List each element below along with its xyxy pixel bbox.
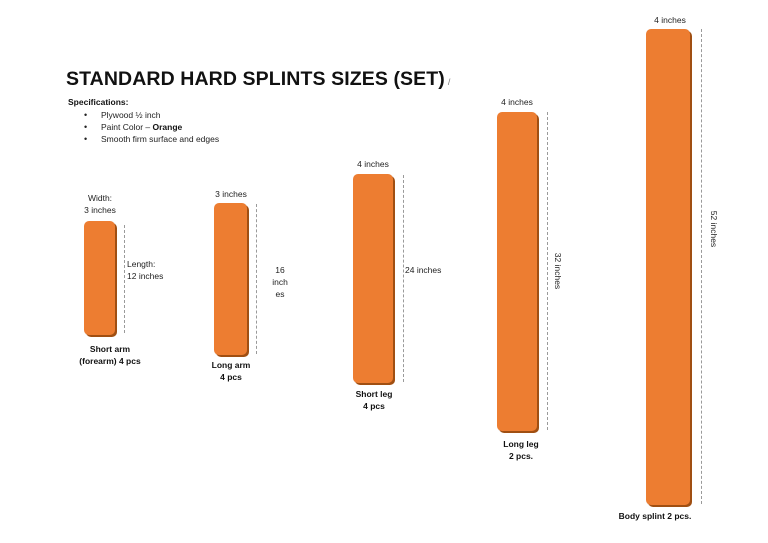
spec-item-material: Plywood ½ inch	[84, 109, 219, 121]
length-dashed-line	[124, 225, 125, 333]
splint-name: Body splint 2 pcs.	[618, 511, 692, 521]
splint-long-arm	[214, 203, 247, 355]
splint-name: Long arm 4 pcs	[211, 360, 251, 382]
specifications-heading: Specifications:	[68, 97, 129, 107]
title-mark: /	[447, 77, 451, 87]
length-dashed-line	[256, 204, 257, 354]
width-label: 4 inches	[654, 15, 686, 25]
page-title-text: STANDARD HARD SPLINTS SIZES (SET)	[66, 68, 445, 90]
length-label: 24 inches	[405, 265, 442, 275]
length-label: 52 inches	[709, 210, 719, 248]
length-dashed-line	[701, 29, 702, 504]
spec-item-paint-color: Paint Color – Orange	[84, 121, 219, 133]
spec-item-surface: Smooth firm surface and edges	[84, 133, 219, 145]
splint-body	[646, 29, 690, 505]
length-dashed-line	[403, 175, 404, 382]
splint-short-leg	[353, 174, 393, 383]
splint-short-arm	[84, 221, 115, 335]
splint-name: Long leg 2 pcs.	[503, 439, 539, 461]
splint-name: Short arm (forearm) 4 pcs	[79, 344, 141, 366]
length-label: 16 inch es	[272, 265, 288, 299]
width-label: 3 inches	[215, 189, 247, 199]
length-dashed-line	[547, 112, 548, 430]
specifications-list: Plywood ½ inch Paint Color – Orange Smoo…	[84, 109, 219, 145]
length-label: Length: 12 inches	[127, 259, 164, 281]
width-label: 4 inches	[501, 97, 533, 107]
splint-name: Short leg 4 pcs	[355, 389, 393, 411]
page-title: STANDARD HARD SPLINTS SIZES (SET) /	[66, 68, 450, 91]
width-label: Width: 3 inches	[84, 193, 116, 215]
splint-long-leg	[497, 112, 537, 431]
length-label: 32 inches	[553, 252, 563, 290]
width-label: 4 inches	[357, 159, 389, 169]
